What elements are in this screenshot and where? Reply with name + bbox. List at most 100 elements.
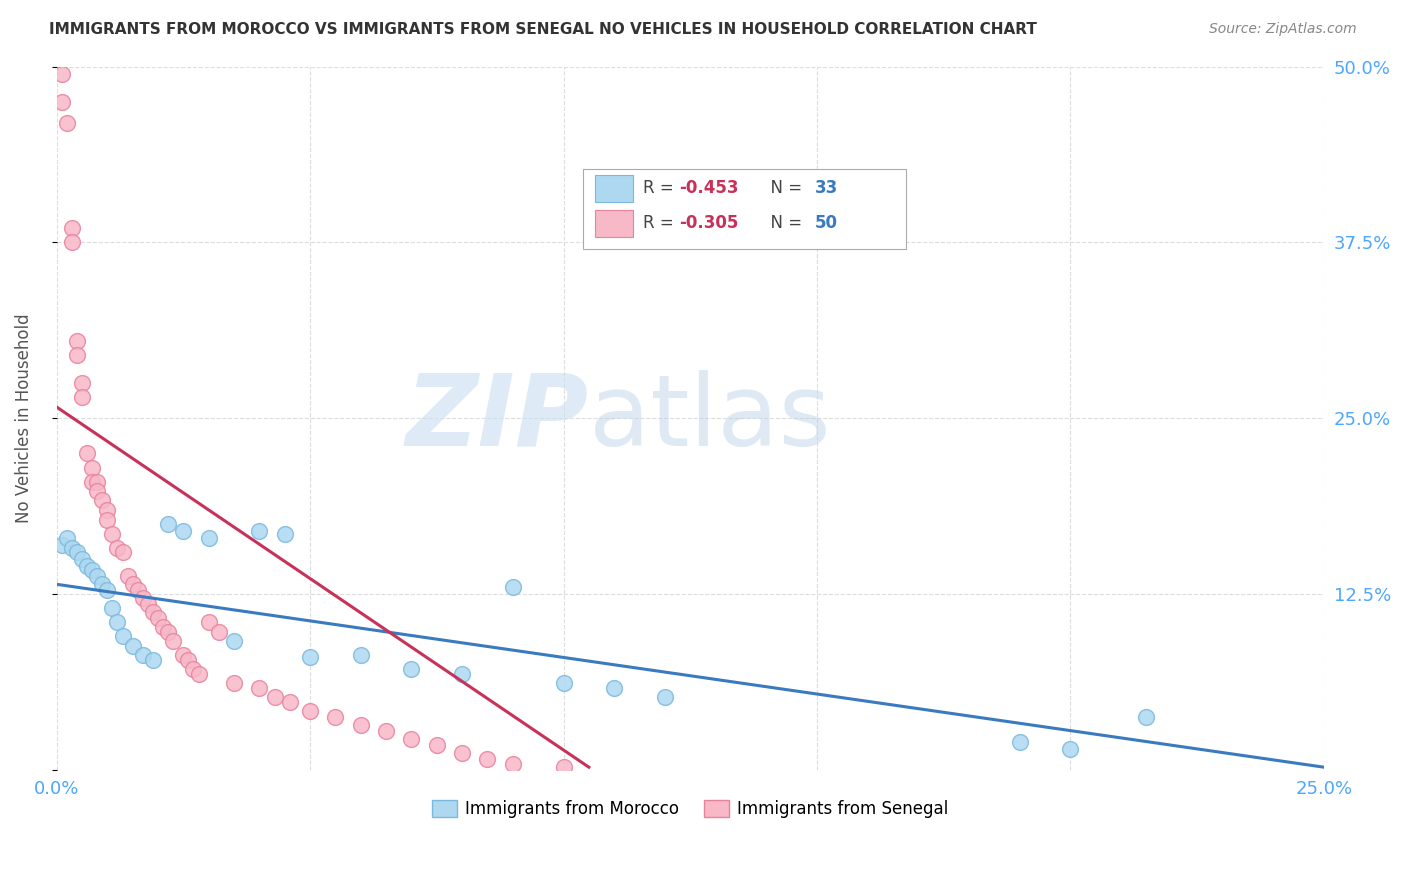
Point (66, 545, 89, 559)
Point (111, 629, 134, 643)
Point (70, 552, 93, 566)
Y-axis label: No Vehicles in Household: No Vehicles in Household (15, 313, 32, 523)
Point (177, 653, 200, 667)
Text: 50: 50 (814, 214, 838, 233)
Point (197, 615, 219, 630)
Point (299, 704, 322, 718)
Point (86, 569, 108, 583)
FancyBboxPatch shape (595, 175, 633, 202)
FancyBboxPatch shape (595, 211, 633, 236)
Point (96, 582, 118, 597)
Point (51, 67, 73, 81)
Point (451, 746, 474, 760)
Point (350, 648, 373, 662)
Point (553, 675, 575, 690)
Point (502, 757, 524, 772)
Point (60, 235, 83, 250)
Point (127, 582, 149, 597)
Legend: Immigrants from Morocco, Immigrants from Senegal: Immigrants from Morocco, Immigrants from… (425, 794, 956, 825)
Text: -0.453: -0.453 (679, 179, 738, 197)
Text: IMMIGRANTS FROM MOROCCO VS IMMIGRANTS FROM SENEGAL NO VEHICLES IN HOUSEHOLD CORR: IMMIGRANTS FROM MOROCCO VS IMMIGRANTS FR… (49, 22, 1038, 37)
Point (299, 650, 322, 665)
Point (86, 484, 108, 499)
Point (451, 667, 474, 681)
Point (136, 597, 159, 611)
Point (82, 475, 104, 489)
Text: R =: R = (644, 214, 679, 233)
Point (60, 541, 83, 555)
Point (401, 662, 423, 676)
FancyBboxPatch shape (582, 169, 905, 250)
Point (426, 738, 449, 752)
Point (157, 625, 180, 640)
Text: atlas: atlas (589, 370, 831, 467)
Point (1059, 742, 1081, 756)
Text: N =: N = (761, 179, 807, 197)
Point (142, 653, 165, 667)
Point (117, 569, 139, 583)
Point (208, 625, 231, 640)
Text: R =: R = (644, 179, 679, 197)
Point (70, 390, 93, 404)
Point (247, 681, 270, 696)
Point (152, 619, 174, 633)
Point (278, 696, 301, 710)
Point (172, 648, 194, 662)
Point (247, 524, 270, 538)
Point (274, 526, 297, 541)
Point (502, 580, 524, 594)
Point (91, 492, 114, 507)
Point (401, 732, 423, 747)
Text: -0.305: -0.305 (679, 214, 738, 233)
Point (60, 221, 83, 235)
Point (146, 611, 169, 625)
Point (121, 577, 143, 591)
Point (101, 601, 124, 615)
Point (55, 531, 77, 545)
Point (107, 541, 129, 555)
Point (82, 563, 104, 577)
Point (107, 615, 129, 630)
Point (187, 667, 209, 681)
Text: Source: ZipAtlas.com: Source: ZipAtlas.com (1209, 22, 1357, 37)
Point (553, 760, 575, 774)
Text: ZIP: ZIP (406, 370, 589, 467)
Point (197, 531, 219, 545)
Point (654, 690, 676, 704)
Point (603, 681, 626, 696)
Point (263, 690, 285, 704)
Point (1135, 709, 1157, 723)
Point (132, 591, 155, 606)
Point (66, 348, 89, 362)
Point (132, 648, 155, 662)
Point (76, 446, 98, 460)
Point (111, 545, 134, 559)
Point (375, 723, 398, 738)
Point (96, 502, 118, 516)
Point (76, 559, 98, 574)
Point (91, 577, 114, 591)
Point (51, 95, 73, 109)
Point (101, 526, 124, 541)
Point (222, 675, 245, 690)
Point (86, 475, 108, 489)
Point (121, 639, 143, 653)
Point (477, 752, 499, 766)
Point (96, 512, 118, 526)
Point (222, 633, 245, 648)
Point (66, 334, 89, 348)
Text: 33: 33 (814, 179, 838, 197)
Text: N =: N = (761, 214, 807, 233)
Point (157, 516, 180, 531)
Point (1008, 735, 1031, 749)
Point (70, 376, 93, 391)
Point (172, 524, 194, 538)
Point (350, 718, 373, 732)
Point (183, 662, 205, 676)
Point (325, 709, 347, 723)
Point (162, 633, 184, 648)
Point (51, 538, 73, 552)
Point (142, 606, 165, 620)
Point (82, 460, 104, 475)
Point (55, 116, 77, 130)
